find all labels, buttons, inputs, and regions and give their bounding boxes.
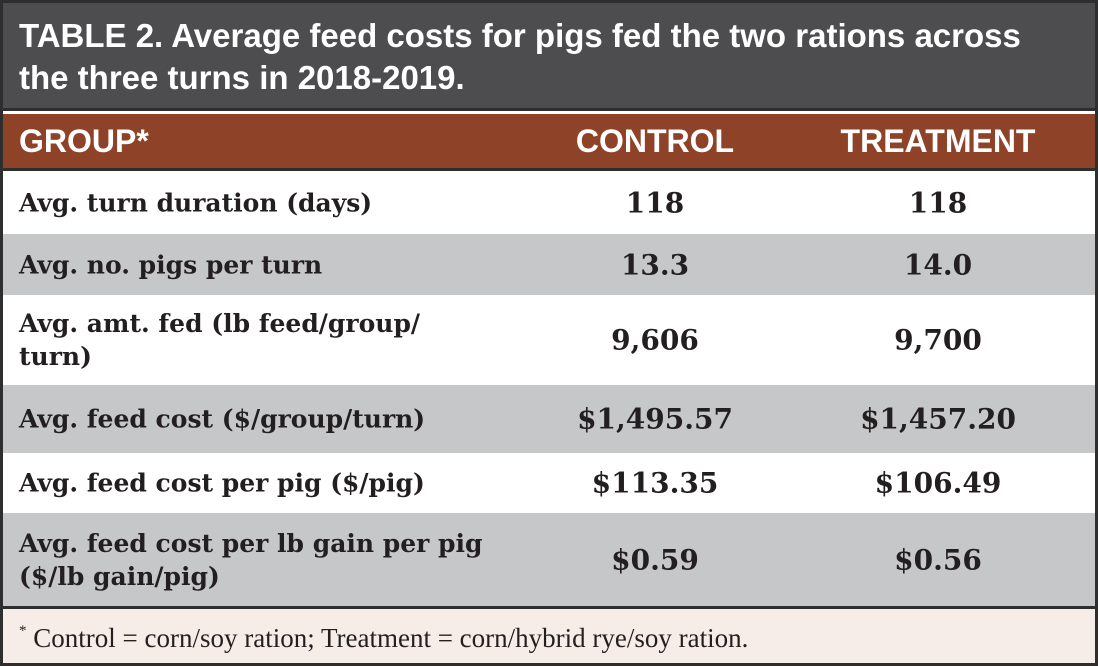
table-row: Avg. no. pigs per turn 13.3 14.0 bbox=[3, 234, 1095, 295]
table-row: Avg. feed cost per pig ($/pig) $113.35 $10… bbox=[3, 453, 1095, 513]
treatment-value: $106.49 bbox=[874, 466, 1002, 500]
treatment-value: $1,457.20 bbox=[860, 402, 1016, 436]
table-row: Avg. feed cost per lb gain per pig ($/lb… bbox=[3, 513, 1095, 606]
treatment-value: 14.0 bbox=[903, 248, 973, 281]
row-label: Avg. no. pigs per turn bbox=[19, 250, 323, 279]
treatment-value: 9,700 bbox=[894, 323, 982, 357]
control-value: $1,495.57 bbox=[577, 402, 733, 436]
table-row: Avg. amt. fed (lb feed/group/ turn) 9,606… bbox=[3, 295, 1095, 385]
table-row: Avg. feed cost ($/group/turn) $1,495.57 $1… bbox=[3, 385, 1095, 453]
treatment-value: $0.56 bbox=[894, 543, 982, 576]
table-row: Avg. turn duration (days) 118 118 bbox=[3, 171, 1095, 234]
table-title: TABLE 2. Average feed costs for pigs fed… bbox=[3, 3, 1095, 111]
control-value: 118 bbox=[625, 186, 685, 219]
row-label: Avg. turn duration (days) bbox=[19, 188, 373, 217]
table-number: TABLE 2. bbox=[19, 17, 164, 54]
treatment-value: 118 bbox=[908, 186, 968, 219]
footnote-mark: * bbox=[19, 623, 27, 639]
header-row: GROUP* CONTROL TREATMENT bbox=[3, 114, 1095, 171]
row-label: Avg. feed cost ($/group/turn) bbox=[19, 404, 426, 434]
footnote-text: Control = corn/soy ration; Treatment = c… bbox=[33, 623, 749, 653]
table-caption: Average feed costs for pigs fed the two … bbox=[19, 17, 1021, 96]
header-treatment: TREATMENT bbox=[840, 123, 1036, 159]
control-value: 13.3 bbox=[620, 248, 690, 281]
row-label: Avg. feed cost per lb gain per pig ($/lb… bbox=[19, 528, 483, 591]
control-value: $113.35 bbox=[591, 466, 719, 500]
header-control: CONTROL bbox=[575, 123, 735, 159]
row-label: Avg. feed cost per pig ($/pig) bbox=[19, 468, 425, 498]
control-value: 9,606 bbox=[611, 323, 699, 357]
row-label: Avg. amt. fed (lb feed/group/ turn) bbox=[19, 309, 421, 371]
footnote: * Control = corn/soy ration; Treatment =… bbox=[3, 606, 1095, 663]
control-value: $0.59 bbox=[611, 543, 699, 576]
header-group: GROUP* bbox=[19, 123, 149, 159]
